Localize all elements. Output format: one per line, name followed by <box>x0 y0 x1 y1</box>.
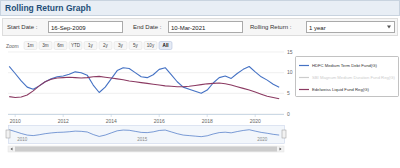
zoom-label: Zoom <box>6 43 19 49</box>
zoom-button-label: 3y <box>118 43 124 48</box>
grid-line <box>8 52 284 53</box>
field-label: Start Date : <box>7 24 38 30</box>
dropdown-arrow <box>387 26 391 29</box>
x-tick-label: 2020 <box>250 118 261 124</box>
field-value: 1 year <box>309 25 326 31</box>
legend-entry[interactable]: HDFC Medium Term Debt Fund(G) <box>312 63 377 68</box>
zoom-button[interactable] <box>144 42 157 50</box>
x-tick-label: 2010 <box>10 118 21 124</box>
navigator-tick-label: 2020 <box>257 137 268 142</box>
series-line <box>9 76 279 98</box>
zoom-button-label: 3m <box>42 43 49 48</box>
page-title: Rolling Return Graph <box>5 3 91 13</box>
series-group <box>9 66 279 98</box>
field-label: Rolling Return : <box>250 24 292 30</box>
scroll-right[interactable] <box>280 148 282 151</box>
x-tick-label: 2016 <box>154 118 165 124</box>
field-input[interactable] <box>49 22 123 33</box>
y-tick-label: 15 <box>287 49 293 55</box>
navigator-line <box>9 130 279 137</box>
navigator-tick-label: 2015 <box>137 137 148 142</box>
navigator <box>9 126 285 144</box>
zoom-button[interactable] <box>39 42 52 50</box>
zoom-button[interactable] <box>54 42 67 50</box>
y-tick-label: 0 <box>287 111 290 117</box>
zoom-button-label: 6m <box>57 43 64 48</box>
legend-entry[interactable]: SBI Magnum Medium Duration Fund Reg(G) <box>312 75 395 80</box>
zoom-button-label: YTD <box>71 43 81 48</box>
grid-line <box>8 72 284 73</box>
zoom-button[interactable] <box>159 42 172 50</box>
zoom-button[interactable] <box>24 42 37 50</box>
field-input[interactable] <box>307 22 395 33</box>
navigator-handle[interactable] <box>282 130 286 138</box>
navigator-tick-label: 2010 <box>17 137 28 142</box>
field-label: End Date : <box>133 24 162 30</box>
legend-entry[interactable]: Edelweiss Liquid Fund Reg(G) <box>312 87 369 92</box>
field-value: 10-Mar-2021 <box>171 25 206 31</box>
x-axis-line <box>8 114 284 115</box>
x-tick-label: 2012 <box>58 118 69 124</box>
zoom-button-label: All <box>163 43 169 48</box>
legend-symbol <box>299 77 309 78</box>
page: Rolling Return Graph Start Date : 16-Sep-2… <box>0 0 400 168</box>
zoom-button[interactable] <box>129 42 142 50</box>
field-input[interactable] <box>169 22 243 33</box>
zoom-button-label: 1m <box>27 43 34 48</box>
zoom-button-label: 5y <box>133 43 139 48</box>
grid-line <box>8 93 284 94</box>
legend-box <box>296 57 399 97</box>
header-bar <box>1 1 400 16</box>
navigator-series-group <box>9 130 279 137</box>
scrollbar-thumb[interactable] <box>15 147 277 152</box>
zoom-button[interactable] <box>99 42 112 50</box>
zoom-button-label: 1y <box>88 43 94 48</box>
y-tick-label: 5 <box>287 90 290 96</box>
zoom-button[interactable] <box>84 42 97 50</box>
scroll-left[interactable] <box>11 148 13 151</box>
field-value: 16-Sep-2009 <box>51 25 86 31</box>
zoom-button-label: 10y <box>147 43 155 48</box>
x-tick-label: 2014 <box>106 118 117 124</box>
y-tick-label: 10 <box>287 69 293 75</box>
form-panel <box>3 19 398 36</box>
zoom-button[interactable] <box>114 42 127 50</box>
zoom-button[interactable] <box>69 42 82 50</box>
x-tick-label: 2018 <box>202 118 213 124</box>
scrollbar-track <box>8 146 284 152</box>
navigator-handle[interactable] <box>6 130 10 138</box>
zoom-button-label: 2y <box>103 43 109 48</box>
grid-line <box>8 114 284 115</box>
legend-symbol <box>299 89 309 90</box>
legend-symbol <box>299 65 309 66</box>
